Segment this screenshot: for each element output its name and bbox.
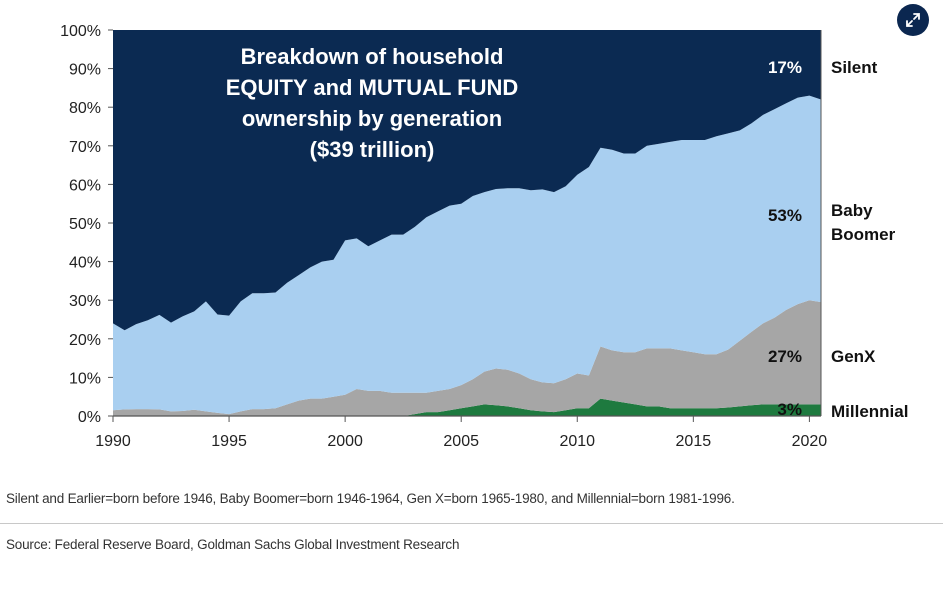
x-tick-label: 1990 [95, 433, 131, 450]
chart-title-line: EQUITY and MUTUAL FUND [226, 75, 519, 100]
area-millennial [113, 398, 821, 416]
x-tick-label: 2020 [792, 433, 828, 450]
expand-arrows-icon [906, 13, 920, 27]
chart-title-line: ($39 trillion) [310, 137, 435, 162]
y-tick-label: 100% [60, 23, 101, 40]
x-tick-label: 2000 [327, 433, 363, 450]
area-silent [113, 30, 821, 331]
y-tick-label: 0% [78, 409, 101, 426]
series-label-baby-boomer: Baby [831, 201, 873, 220]
series-label-baby-boomer: Boomer [831, 225, 896, 244]
y-tick-label: 50% [69, 216, 101, 233]
series-end-labels: 17% Silent 53% Baby Boomer 27% GenX 3% Millennia… [768, 58, 909, 421]
series-label-silent: Silent [831, 58, 878, 77]
generation-definitions-note: Silent and Earlier=born before 1946, Bab… [6, 491, 735, 506]
y-tick-label: 80% [69, 100, 101, 117]
source-note: Source: Federal Reserve Board, Goldman S… [6, 537, 460, 552]
axes: 0% 10% 20% 30% 40% 50% 60% 70% 80% 90% 100% 1990 199… [60, 23, 827, 450]
pct-label-silent: 17% [768, 58, 802, 77]
y-tick-label: 20% [69, 332, 101, 349]
x-tick-label: 2015 [676, 433, 712, 450]
pct-label-baby-boomer: 53% [768, 206, 802, 225]
y-tick-label: 10% [69, 370, 101, 387]
area-genx [113, 300, 821, 416]
y-tick-label: 90% [69, 62, 101, 79]
x-tick-label: 1995 [211, 433, 247, 450]
y-tick-label: 40% [69, 255, 101, 272]
expand-button[interactable] [897, 4, 929, 36]
pct-label-genx: 27% [768, 347, 802, 366]
y-tick-label: 60% [69, 177, 101, 194]
chart-title: Breakdown of household EQUITY and MUTUAL … [226, 44, 519, 162]
series-label-millennial: Millennial [831, 402, 908, 421]
x-tick-label: 2005 [443, 433, 479, 450]
pct-label-millennial: 3% [777, 400, 802, 419]
stacked-area-chart: 0% 10% 20% 30% 40% 50% 60% 70% 80% 90% 100% 1990 199… [60, 23, 909, 450]
area-layers [113, 30, 821, 416]
chart-title-line: ownership by generation [242, 106, 502, 131]
y-tick-label: 30% [69, 293, 101, 310]
series-label-genx: GenX [831, 347, 876, 366]
x-tick-label: 2010 [559, 433, 595, 450]
divider [0, 523, 943, 524]
chart-title-line: Breakdown of household [241, 44, 504, 69]
y-tick-label: 70% [69, 139, 101, 156]
area-baby-boomer [113, 95, 821, 415]
